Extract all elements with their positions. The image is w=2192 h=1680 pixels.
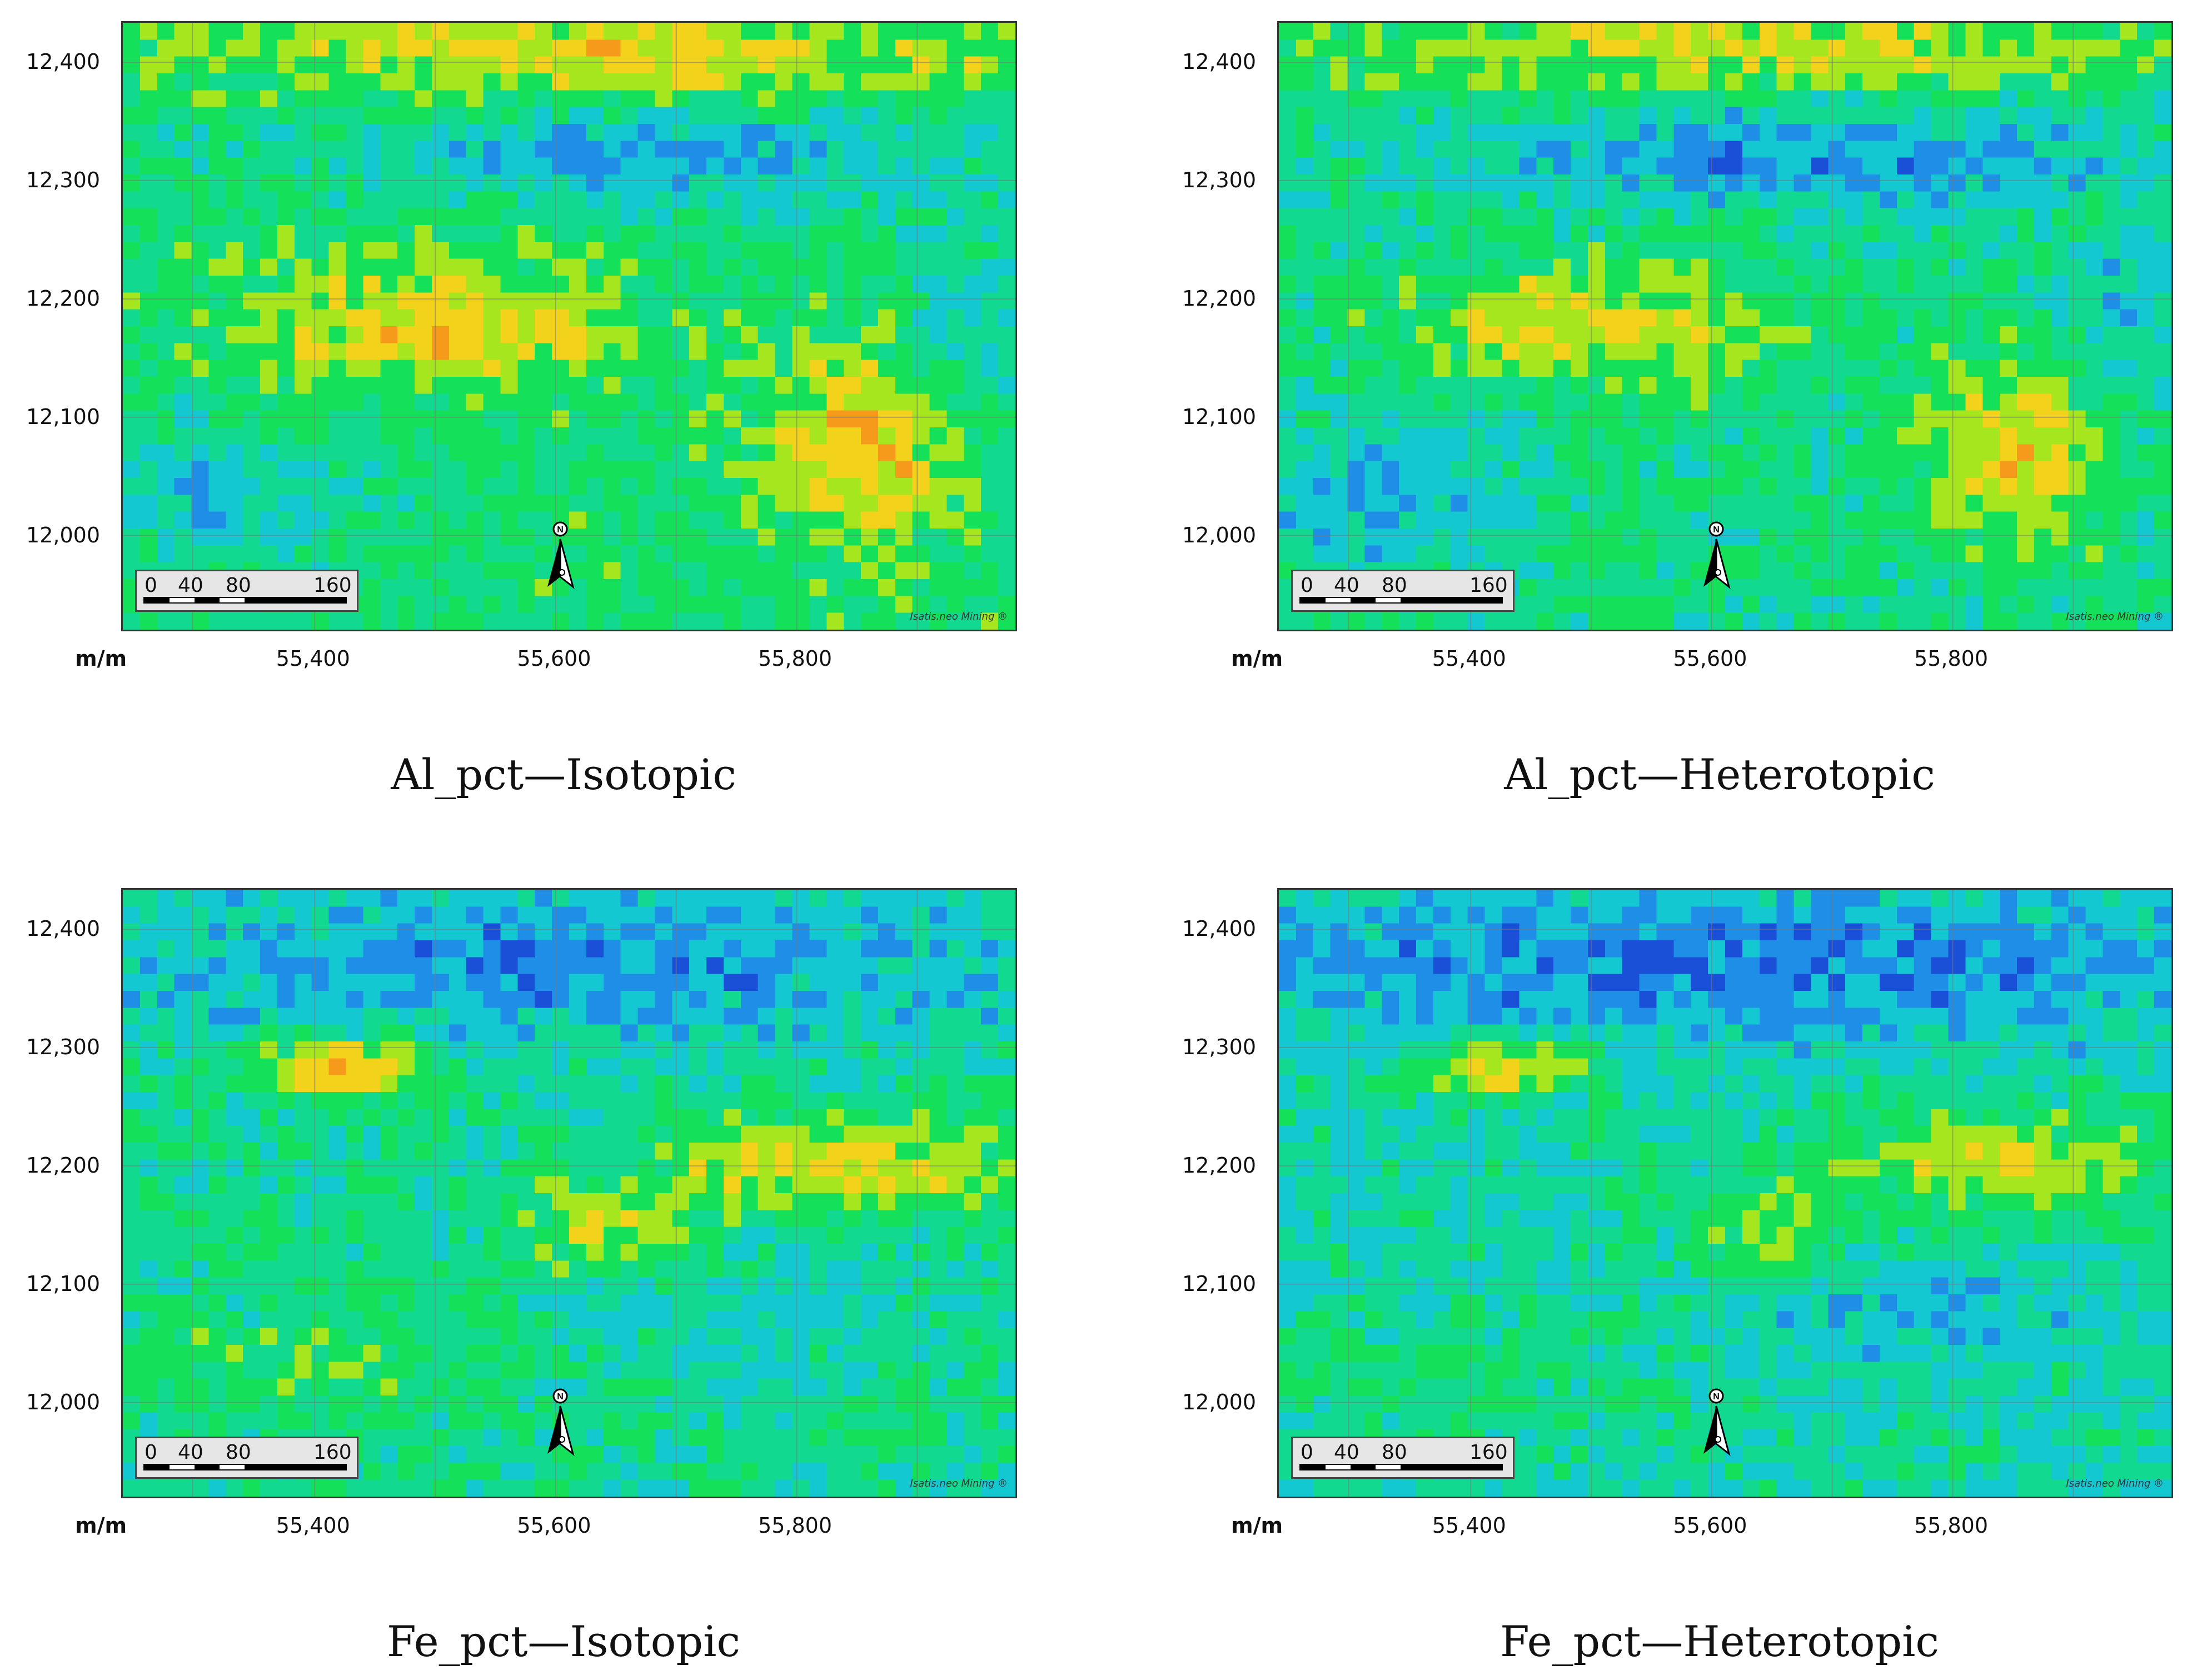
- north-arrow-icon: N: [1703, 521, 1731, 589]
- software-credit: Isatis.neo Mining ®: [910, 1478, 1008, 1489]
- scale-bar-label: 40: [178, 574, 203, 597]
- y-tick-label: 12,100: [26, 1271, 100, 1296]
- svg-text:N: N: [557, 525, 564, 535]
- x-tick-label: 55,800: [1914, 1513, 1988, 1538]
- scale-bar: 0 40 80 160: [1291, 570, 1515, 612]
- north-arrow-icon: N: [1703, 1388, 1731, 1456]
- scale-bar-label: 160: [313, 1441, 352, 1464]
- estimate-heatmap: [123, 23, 1015, 630]
- scale-bar-label: 40: [1334, 1441, 1359, 1464]
- scale-bar-label: 40: [1334, 574, 1359, 597]
- map-grid: [1279, 890, 2171, 1497]
- y-tick-label: 12,000: [26, 1389, 100, 1414]
- map-frame: 0 40 80 160 N Isatis.neo Mining ®: [121, 21, 1017, 631]
- scale-bar-rule: [143, 597, 347, 604]
- scale-bar-label: 0: [145, 1441, 157, 1464]
- x-tick-label: 55,400: [276, 1513, 350, 1538]
- unit-label: m/m: [75, 646, 127, 671]
- scale-bar-label: 40: [178, 1441, 203, 1464]
- x-tick-label: 55,800: [758, 646, 832, 671]
- estimate-heatmap: [1279, 23, 2171, 630]
- y-tick-label: 12,200: [1182, 286, 1256, 311]
- unit-label: m/m: [1231, 1513, 1283, 1538]
- scale-bar-label: 80: [1382, 574, 1407, 597]
- x-tick-label: 55,600: [517, 646, 591, 671]
- y-tick-label: 12,400: [26, 49, 100, 74]
- x-tick-label: 55,600: [1673, 646, 1747, 671]
- scale-bar-label: 160: [1469, 1441, 1508, 1464]
- scale-bar-rule: [1299, 1464, 1503, 1470]
- panel-caption: Al_pct—Heterotopic: [1504, 750, 1935, 799]
- scale-bar-label: 160: [313, 574, 352, 597]
- svg-text:N: N: [557, 1392, 564, 1402]
- scale-bar-label: 160: [1469, 574, 1508, 597]
- scale-bar-label: 80: [226, 1441, 251, 1464]
- x-tick-label: 55,400: [1432, 1513, 1506, 1538]
- map-panel-al-iso: 0 40 80 160 N Isatis.neo Mining ® 12,400 12,300…: [0, 0, 1036, 813]
- y-tick-label: 12,200: [26, 286, 100, 311]
- scale-bar-label: 0: [145, 574, 157, 597]
- scale-bar: 0 40 80 160: [135, 570, 358, 612]
- y-tick-label: 12,100: [1182, 1271, 1256, 1296]
- panel-caption: Fe_pct—Heterotopic: [1500, 1617, 1939, 1666]
- y-tick-label: 12,300: [26, 1034, 100, 1059]
- y-tick-label: 12,400: [1182, 49, 1256, 74]
- panel-caption: Fe_pct—Isotopic: [387, 1617, 740, 1666]
- y-tick-label: 12,000: [26, 522, 100, 547]
- map-panel-fe-het: 0 40 80 160 N Isatis.neo Mining ® 12,400 12,300…: [1156, 867, 2192, 1680]
- svg-text:N: N: [1713, 1392, 1720, 1402]
- y-tick-label: 12,400: [1182, 916, 1256, 941]
- y-tick-label: 12,300: [1182, 1034, 1256, 1059]
- software-credit: Isatis.neo Mining ®: [910, 611, 1008, 622]
- scale-bar-label: 0: [1301, 574, 1313, 597]
- x-tick-label: 55,400: [276, 646, 350, 671]
- scale-bar: 0 40 80 160: [1291, 1437, 1515, 1479]
- map-panel-al-het: 0 40 80 160 N Isatis.neo Mining ® 12,400 12,300…: [1156, 0, 2192, 813]
- y-tick-label: 12,100: [1182, 404, 1256, 429]
- y-tick-label: 12,400: [26, 916, 100, 941]
- scale-bar-label: 0: [1301, 1441, 1313, 1464]
- x-tick-label: 55,400: [1432, 646, 1506, 671]
- y-tick-label: 12,200: [26, 1153, 100, 1178]
- software-credit: Isatis.neo Mining ®: [2066, 1478, 2164, 1489]
- map-frame: 0 40 80 160 N Isatis.neo Mining ®: [1277, 888, 2173, 1498]
- y-tick-label: 12,100: [26, 404, 100, 429]
- y-tick-label: 12,300: [26, 167, 100, 192]
- unit-label: m/m: [75, 1513, 127, 1538]
- map-frame: 0 40 80 160 N Isatis.neo Mining ®: [1277, 21, 2173, 631]
- map-grid: [1279, 23, 2171, 630]
- svg-text:N: N: [1713, 525, 1720, 535]
- y-tick-label: 12,200: [1182, 1153, 1256, 1178]
- y-tick-label: 12,000: [1182, 522, 1256, 547]
- panel-caption: Al_pct—Isotopic: [391, 750, 736, 799]
- software-credit: Isatis.neo Mining ®: [2066, 611, 2164, 622]
- scale-bar-rule: [1299, 597, 1503, 604]
- north-arrow-icon: N: [547, 1388, 575, 1456]
- map-panel-fe-iso: 0 40 80 160 N Isatis.neo Mining ® 12,400 12,300…: [0, 867, 1036, 1680]
- x-tick-label: 55,600: [517, 1513, 591, 1538]
- x-tick-label: 55,800: [1914, 646, 1988, 671]
- scale-bar-label: 80: [226, 574, 251, 597]
- estimate-heatmap: [1279, 890, 2171, 1497]
- x-tick-label: 55,800: [758, 1513, 832, 1538]
- scale-bar: 0 40 80 160: [135, 1437, 358, 1479]
- scale-bar-rule: [143, 1464, 347, 1470]
- map-frame: 0 40 80 160 N Isatis.neo Mining ®: [121, 888, 1017, 1498]
- north-arrow-icon: N: [547, 521, 575, 589]
- scale-bar-label: 80: [1382, 1441, 1407, 1464]
- x-tick-label: 55,600: [1673, 1513, 1747, 1538]
- estimate-heatmap: [123, 890, 1015, 1497]
- y-tick-label: 12,000: [1182, 1389, 1256, 1414]
- y-tick-label: 12,300: [1182, 167, 1256, 192]
- unit-label: m/m: [1231, 646, 1283, 671]
